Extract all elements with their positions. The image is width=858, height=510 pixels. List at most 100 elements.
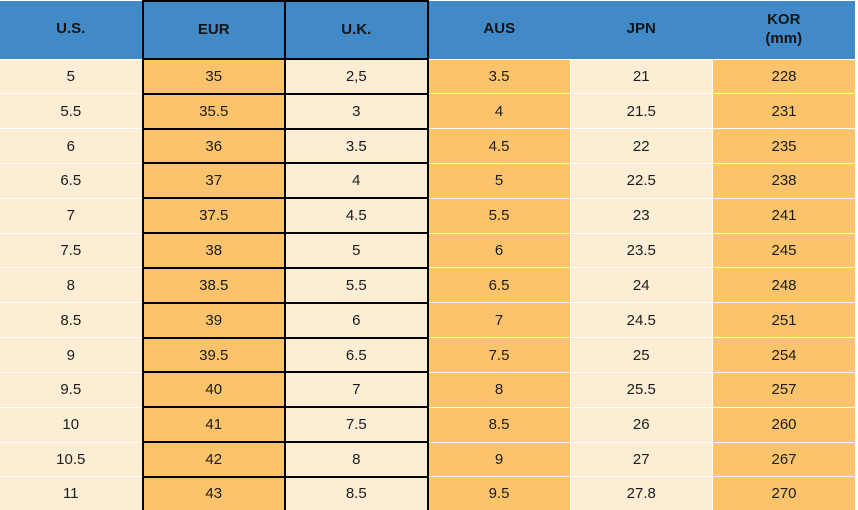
cell-us: 9.5: [0, 371, 143, 408]
cell-eur: 37.5: [141, 197, 286, 235]
cell-eur: 43: [141, 475, 286, 510]
cell-jpn: 27.8: [569, 476, 713, 510]
cell-aus: 6: [427, 232, 571, 269]
cell-kor: 238: [712, 162, 855, 199]
table-row: 8 38.5 5.5 6.5 24 248: [0, 266, 855, 304]
cell-eur: 39.5: [141, 336, 286, 374]
header-cell-eur: EUR: [141, 0, 286, 60]
cell-kor: 245: [712, 232, 855, 269]
cell-uk: 4: [284, 162, 429, 200]
cell-aus: 6.5: [427, 267, 571, 304]
cell-us: 10.5: [0, 441, 143, 478]
table-header: U.S. EUR U.K. AUS JPN KOR (mm): [0, 0, 855, 60]
cell-uk: 8.5: [284, 475, 429, 510]
header-cell-us: U.S.: [0, 1, 143, 59]
cell-aus: 7.5: [427, 337, 571, 373]
header-cell-uk: U.K.: [284, 0, 429, 60]
cell-us: 7: [0, 197, 143, 234]
table-row: 8.5 39 6 7 24.5 251: [0, 301, 855, 339]
cell-uk: 8: [284, 441, 429, 478]
cell-eur: 40: [141, 371, 286, 409]
cell-us: 10: [0, 406, 143, 443]
header-cell-kor: KOR (mm): [712, 1, 855, 59]
cell-aus: 3.5: [427, 58, 571, 95]
table-row: 6 36 3.5 4.5 22 235: [0, 127, 855, 165]
cell-uk: 7: [284, 371, 429, 409]
cell-jpn: 22: [569, 128, 713, 164]
cell-us: 5: [0, 58, 143, 95]
cell-us: 8: [0, 267, 143, 304]
cell-uk: 5: [284, 232, 429, 269]
cell-eur: 37: [141, 162, 286, 200]
cell-us: 9: [0, 337, 143, 373]
header-kor-line1: KOR: [767, 11, 801, 28]
cell-us: 7.5: [0, 232, 143, 269]
cell-jpn: 27: [569, 441, 713, 478]
cell-aus: 5.5: [427, 197, 571, 234]
cell-jpn: 24.5: [569, 302, 713, 339]
cell-jpn: 23.5: [569, 232, 713, 269]
header-cell-aus: AUS: [427, 1, 570, 59]
cell-eur: 38: [141, 232, 286, 269]
cell-jpn: 23: [569, 197, 713, 234]
cell-kor: 267: [712, 441, 855, 478]
cell-us: 6.5: [0, 162, 143, 199]
cell-aus: 4.5: [427, 128, 571, 164]
cell-us: 5.5: [0, 93, 143, 130]
cell-jpn: 26: [569, 406, 713, 443]
table-row: 10 41 7.5 8.5 26 260: [0, 406, 855, 444]
cell-eur: 35.5: [141, 92, 286, 130]
cell-jpn: 21.5: [569, 93, 713, 130]
cell-kor: 231: [712, 93, 855, 130]
cell-uk: 4.5: [284, 197, 429, 235]
cell-kor: 248: [712, 267, 855, 304]
table-body: 5 35 2,5 3.5 21 228 5.5 35.5 3 4 21.5 23…: [0, 58, 855, 510]
cell-jpn: 24: [569, 267, 713, 304]
table-row: 7.5 38 5 6 23.5 245: [0, 232, 855, 269]
cell-eur: 42: [141, 441, 286, 478]
cell-aus: 5: [427, 162, 571, 199]
table-row: 5.5 35.5 3 4 21.5 231: [0, 92, 855, 130]
cell-us: 11: [0, 476, 143, 510]
cell-jpn: 25.5: [569, 371, 713, 408]
cell-uk: 3: [284, 92, 429, 130]
cell-jpn: 25: [569, 337, 713, 373]
cell-us: 8.5: [0, 302, 143, 339]
table-row: 9 39.5 6.5 7.5 25 254: [0, 336, 855, 374]
cell-kor: 257: [712, 371, 855, 408]
cell-kor: 228: [712, 58, 855, 95]
cell-eur: 39: [141, 301, 286, 339]
cell-aus: 9: [427, 441, 571, 478]
cell-aus: 8.5: [427, 406, 571, 443]
cell-us: 6: [0, 128, 143, 164]
table-row: 5 35 2,5 3.5 21 228: [0, 58, 855, 95]
cell-kor: 235: [712, 128, 855, 164]
cell-kor: 254: [712, 337, 855, 373]
cell-aus: 8: [427, 371, 571, 408]
header-kor-line2: (mm): [765, 29, 803, 47]
cell-eur: 38.5: [141, 266, 286, 304]
cell-uk: 5.5: [284, 266, 429, 304]
cell-kor: 251: [712, 302, 855, 339]
table-row: 10.5 42 8 9 27 267: [0, 441, 855, 478]
cell-kor: 241: [712, 197, 855, 234]
cell-uk: 6: [284, 301, 429, 339]
cell-eur: 36: [141, 127, 286, 165]
table-row: 9.5 40 7 8 25.5 257: [0, 371, 855, 409]
cell-uk: 2,5: [284, 58, 429, 95]
cell-jpn: 21: [569, 58, 713, 95]
cell-kor: 260: [712, 406, 855, 443]
table-row: 11 43 8.5 9.5 27.8 270: [0, 475, 855, 510]
cell-aus: 9.5: [427, 476, 571, 510]
cell-eur: 35: [141, 58, 286, 95]
header-row: U.S. EUR U.K. AUS JPN KOR (mm): [0, 0, 855, 60]
cell-eur: 41: [141, 406, 286, 444]
cell-uk: 6.5: [284, 336, 429, 374]
cell-jpn: 22.5: [569, 162, 713, 199]
cell-uk: 3.5: [284, 127, 429, 165]
cell-kor: 270: [712, 476, 855, 510]
cell-uk: 7.5: [284, 406, 429, 444]
table-row: 7 37.5 4.5 5.5 23 241: [0, 197, 855, 235]
